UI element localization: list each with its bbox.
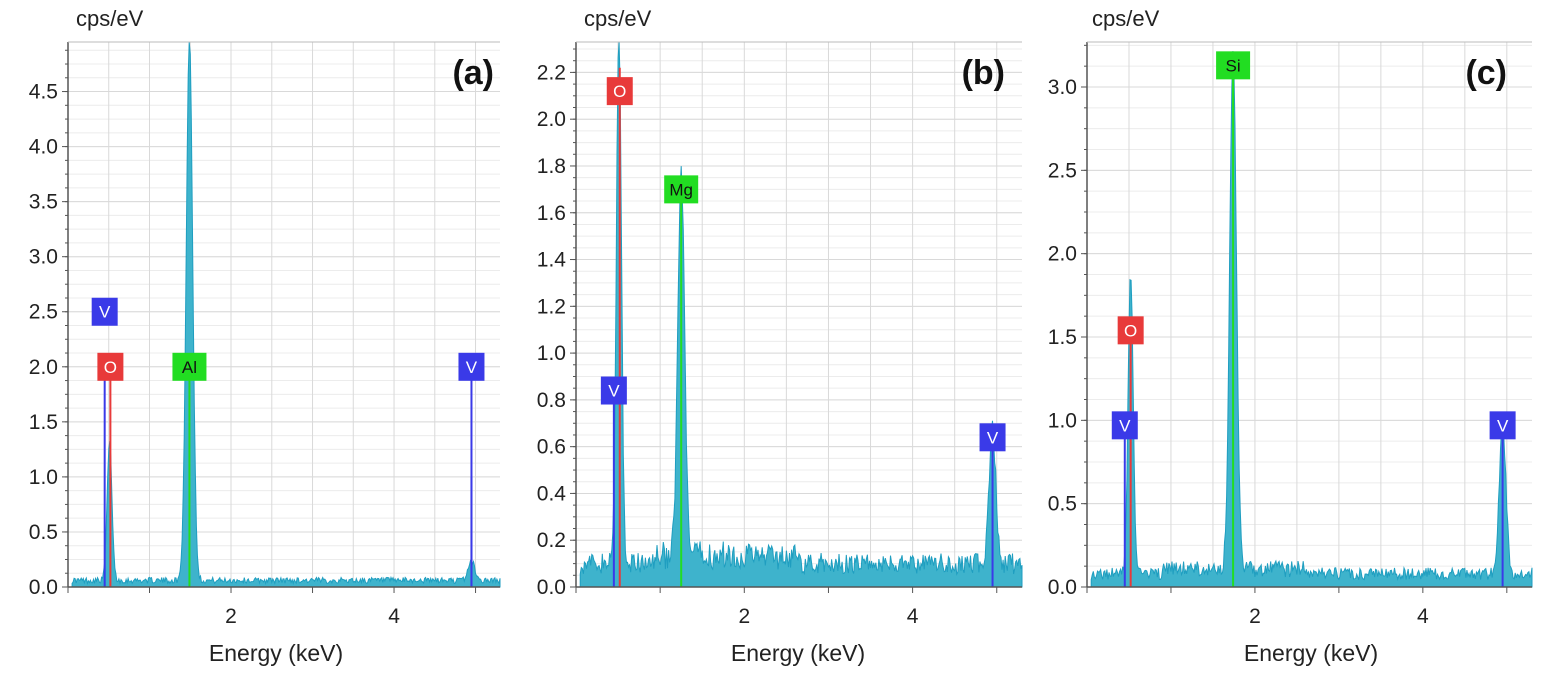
y-tick-label: 0.2 <box>537 529 566 552</box>
x-axis-label: Energy (keV) <box>730 640 866 666</box>
y-tick-label: 1.0 <box>29 466 58 489</box>
element-tag-box <box>600 376 627 405</box>
y-tick-label: 1.0 <box>537 342 566 365</box>
element-tag-o: O <box>97 352 124 381</box>
element-tag-box <box>458 352 485 381</box>
spectrum-area <box>579 41 1023 588</box>
element-tag-al: Al <box>172 352 207 381</box>
y-tick-label: 2.0 <box>29 356 58 379</box>
y-tick-label: 1.0 <box>1048 409 1077 432</box>
x-tick-label: 2 <box>1249 605 1261 628</box>
element-tag-text: Si <box>1226 56 1241 75</box>
grid <box>575 42 1022 588</box>
panel-label-a: (a) <box>452 54 494 92</box>
panel-label-b: (b) <box>961 54 1005 92</box>
element-tag-v: V <box>600 376 627 405</box>
element-tag-box <box>91 297 118 326</box>
y-tick-label: 1.5 <box>29 411 58 434</box>
element-tag-text: V <box>1497 416 1509 435</box>
y-tick-label: 4.0 <box>29 136 58 159</box>
y-tick-label: 2.2 <box>537 61 566 84</box>
element-tag-mg: Mg <box>664 175 699 204</box>
x-tick-label: 4 <box>907 605 919 628</box>
x-tick-label: 2 <box>225 605 237 628</box>
element-tag-o: O <box>1117 316 1144 345</box>
y-unit-label: cps/eV <box>1092 6 1160 31</box>
y-tick-label: 0.4 <box>537 482 567 505</box>
element-tag-text: O <box>1124 321 1137 340</box>
spectrum-area <box>71 41 501 588</box>
y-tick-label: 1.6 <box>537 202 566 225</box>
y-unit-label: cps/eV <box>76 6 144 31</box>
x-tick-label: 4 <box>388 605 400 628</box>
element-tag-text: V <box>608 382 620 401</box>
y-tick-label: 2.5 <box>1048 159 1077 182</box>
element-tag-v: V <box>458 352 485 381</box>
element-tag-text: V <box>987 428 999 447</box>
y-tick-label: 0.0 <box>537 576 566 599</box>
element-tag-v: V <box>1111 411 1138 440</box>
grid <box>67 42 500 588</box>
x-axis-label: Energy (keV) <box>208 640 344 666</box>
element-tag-text: V <box>99 303 111 322</box>
y-tick-label: 0.8 <box>537 389 566 412</box>
grid <box>1086 42 1532 588</box>
y-tick-label: 0.0 <box>29 576 58 599</box>
spectrum-plot-a: V O Al V 0.0 0.5 1.0 1.5 2.0 2.5 3.0 3.5 4.0 4.5 2 4 <box>29 41 501 628</box>
element-tag-text: V <box>466 358 478 377</box>
spectrum-area <box>1090 51 1533 588</box>
y-tick-label: 2.5 <box>29 301 58 324</box>
element-tag-si: Si <box>1216 51 1251 80</box>
element-tag-text: O <box>104 358 117 377</box>
element-tag-text: Al <box>182 358 197 377</box>
y-tick-label: 1.2 <box>537 295 566 318</box>
y-tick-label: 4.5 <box>29 81 58 104</box>
panel-c: cps/eV Si O V V 0.0 0.5 1.0 1.5 2.0 2.5 3.0 2 4 (c) … <box>1020 0 1535 681</box>
y-tick-label: 3.0 <box>29 246 58 269</box>
panel-a: cps/eV V O Al V 0.0 0.5 1.0 1.5 2.0 2.5 3.0 3.5 4.0 4… <box>0 0 501 681</box>
y-tick-label: 2.0 <box>1048 243 1077 266</box>
y-tick-label: 1.5 <box>1048 326 1077 349</box>
element-tag-box <box>1216 51 1251 80</box>
element-tag-box <box>606 77 633 106</box>
element-tag-text: Mg <box>669 180 693 199</box>
spectrum-plot-c: Si O V V 0.0 0.5 1.0 1.5 2.0 2.5 3.0 2 4 <box>1048 41 1533 628</box>
y-tick-label: 0.5 <box>29 521 58 544</box>
element-tag-o: O <box>606 77 633 106</box>
element-tag-box <box>97 352 124 381</box>
element-tag-v: V <box>979 423 1006 452</box>
panel-b: cps/eV O Mg V V 0.0 0.2 0.4 0.6 0.8 1.0 1.2 1.4 1.6 1… <box>510 0 1025 681</box>
x-tick-label: 2 <box>738 605 750 628</box>
y-tick-label: 0.5 <box>1048 493 1077 516</box>
element-tag-box <box>1117 316 1144 345</box>
element-tag-v: V <box>1489 411 1516 440</box>
x-axis-label: Energy (keV) <box>1243 640 1379 666</box>
element-tag-box <box>1111 411 1138 440</box>
element-tag-box <box>664 175 699 204</box>
y-tick-label: 3.5 <box>29 191 58 214</box>
panel-label-c: (c) <box>1465 54 1507 92</box>
element-tag-box <box>979 423 1006 452</box>
element-tag-text: O <box>613 82 626 101</box>
y-tick-label: 3.0 <box>1048 76 1077 99</box>
element-tag-text: V <box>1119 416 1131 435</box>
y-tick-label: 1.4 <box>537 249 567 272</box>
y-tick-label: 1.8 <box>537 155 566 178</box>
y-tick-label: 0.0 <box>1048 576 1077 599</box>
element-tag-v: V <box>91 297 118 326</box>
y-tick-label: 2.0 <box>537 108 566 131</box>
x-tick-label: 4 <box>1417 605 1429 628</box>
y-unit-label: cps/eV <box>584 6 652 31</box>
element-tag-box <box>172 352 207 381</box>
spectrum-plot-b: O Mg V V 0.0 0.2 0.4 0.6 0.8 1.0 1.2 1.4 1.6 1.8 2.0 2.… <box>537 41 1023 628</box>
element-tag-box <box>1489 411 1516 440</box>
y-tick-label: 0.6 <box>537 436 566 459</box>
